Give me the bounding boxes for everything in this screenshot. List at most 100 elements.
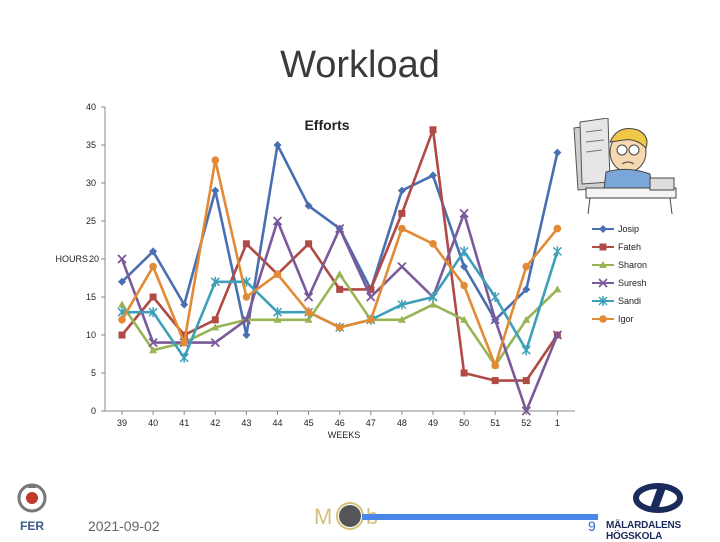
- chart-title: Efforts: [304, 117, 349, 133]
- series-suresh: [117, 208, 563, 416]
- footer-date: 2021-09-02: [88, 518, 160, 534]
- data-point: [397, 186, 406, 195]
- y-tick-label: 20: [89, 254, 99, 264]
- data-point: [118, 277, 126, 286]
- data-point: [366, 292, 376, 302]
- legend-label: Sharon: [618, 260, 647, 270]
- legend-item-suresh: Suresh: [592, 278, 647, 288]
- data-point: [118, 300, 126, 308]
- x-tick-label: 42: [210, 418, 220, 428]
- data-point: [211, 156, 220, 164]
- data-point: [305, 240, 313, 248]
- data-point: [398, 224, 406, 233]
- legend-swatch-marker: [599, 261, 607, 268]
- data-point: [180, 300, 189, 309]
- x-tick-label: 47: [366, 418, 376, 428]
- data-point: [242, 240, 250, 248]
- legend-item-igor: Igor: [592, 314, 634, 324]
- data-point: [242, 331, 251, 339]
- data-point: [398, 209, 406, 217]
- y-tick-label: 15: [86, 292, 96, 302]
- y-tick-label: 5: [91, 368, 96, 378]
- legend-swatch-marker: [599, 243, 607, 251]
- x-tick-label: 40: [148, 418, 158, 428]
- data-point: [522, 377, 530, 385]
- svg-text:FER: FER: [20, 519, 44, 533]
- data-point: [336, 285, 344, 293]
- data-point: [304, 201, 313, 210]
- data-point: [335, 223, 345, 234]
- data-point: [490, 292, 500, 302]
- legend-item-josip: Josip: [592, 224, 639, 234]
- data-point: [211, 186, 220, 195]
- legend-swatch-marker: [598, 296, 608, 306]
- y-tick-label: 35: [86, 140, 96, 150]
- legend-item-fateh: Fateh: [592, 242, 641, 252]
- data-point: [522, 285, 531, 294]
- x-tick-label: 43: [241, 418, 251, 428]
- data-point: [148, 337, 158, 348]
- x-tick-label: 45: [304, 418, 314, 428]
- data-point: [335, 323, 344, 332]
- data-point: [522, 262, 531, 271]
- data-point: [552, 246, 562, 257]
- data-point: [397, 261, 407, 272]
- data-point: [460, 369, 468, 377]
- x-tick-label: 51: [490, 418, 500, 428]
- data-point: [148, 307, 158, 318]
- data-point: [179, 352, 189, 363]
- data-point: [211, 323, 220, 331]
- x-tick-label: 50: [459, 418, 469, 428]
- svg-text:M: M: [314, 504, 332, 529]
- mob-logo: M b: [314, 502, 378, 530]
- series-josip: [118, 141, 562, 339]
- data-point: [397, 299, 407, 310]
- x-axis-label: WEEKS: [328, 430, 361, 440]
- data-point: [304, 315, 313, 323]
- data-point: [273, 141, 282, 149]
- legend-item-sharon: Sharon: [592, 260, 647, 270]
- x-tick-label: 44: [272, 418, 282, 428]
- y-tick-label: 30: [86, 178, 96, 188]
- legend-label: Fateh: [618, 242, 641, 252]
- data-point: [491, 361, 500, 370]
- x-tick-label: 49: [428, 418, 438, 428]
- data-point: [149, 293, 157, 301]
- series-igor: [118, 156, 562, 370]
- data-point: [429, 300, 437, 308]
- data-point: [429, 126, 437, 134]
- data-point: [491, 377, 499, 385]
- data-point: [490, 315, 500, 325]
- data-point: [118, 331, 126, 339]
- data-point: [272, 216, 283, 226]
- legend-swatch-marker: [599, 315, 607, 323]
- data-point: [273, 315, 282, 323]
- data-point: [460, 262, 469, 271]
- data-point: [303, 292, 314, 302]
- malardalens-hogskola-logo: [633, 483, 683, 513]
- data-point: [117, 254, 127, 264]
- slide-title: Workload: [280, 44, 440, 86]
- x-tick-label: 46: [335, 418, 345, 428]
- y-tick-label: 25: [86, 216, 96, 226]
- data-point: [553, 224, 562, 233]
- x-tick-label: 48: [397, 418, 407, 428]
- data-point: [180, 338, 188, 347]
- data-point: [428, 292, 438, 302]
- data-point: [335, 270, 344, 278]
- data-point: [521, 406, 531, 416]
- data-point: [460, 281, 468, 290]
- data-point: [552, 330, 563, 340]
- data-point: [553, 148, 562, 157]
- data-point: [429, 240, 437, 248]
- overworked-person-clipart: [573, 118, 677, 215]
- data-point: [210, 276, 220, 287]
- y-axis-label: HOURS: [55, 254, 88, 264]
- data-point: [521, 345, 531, 356]
- data-point: [118, 316, 126, 324]
- data-point: [459, 246, 469, 257]
- data-point: [460, 315, 469, 323]
- data-point: [241, 315, 252, 325]
- data-point: [149, 262, 157, 271]
- y-tick-label: 0: [91, 406, 96, 416]
